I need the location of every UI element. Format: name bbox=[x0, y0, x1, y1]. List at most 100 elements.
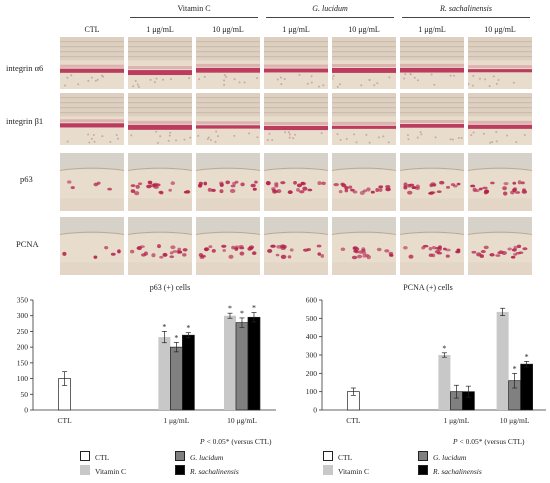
legend-label-ctl: CTL bbox=[95, 453, 110, 462]
significance-note-pcna-text: < 0.05* (versus CTL) bbox=[457, 437, 525, 446]
legend-item-r-sachalinensis: R. sachalinensis bbox=[175, 465, 239, 476]
y-tick-label-pcna-100: 100 bbox=[306, 387, 318, 396]
bar-pcna-vitamin-c-1 bbox=[438, 355, 451, 410]
col-header-rsa-10: 10 μg/mL bbox=[484, 25, 516, 34]
col-header-vitc-10: 10 μg/mL bbox=[212, 25, 244, 34]
y-tick-label-p63-350: 350 bbox=[17, 296, 29, 305]
significance-note-p63-text: < 0.05* (versus CTL) bbox=[204, 437, 272, 446]
y-tick-label-p63-300: 300 bbox=[17, 311, 29, 320]
micrograph-integrin-a6-2 bbox=[196, 37, 260, 89]
significance-star-p63-vitamin-c-2: * bbox=[228, 304, 232, 313]
row-label-integrin-b1: integrin β1 bbox=[6, 116, 44, 126]
micrograph-p63-6 bbox=[468, 153, 532, 211]
y-tick-label-p63-50: 50 bbox=[21, 390, 29, 399]
micrograph-pcna-6 bbox=[468, 217, 532, 275]
legend-item-r-sachalinensis-2: R. sachalinensis bbox=[418, 465, 482, 476]
micrograph-integrin-a6-4 bbox=[332, 37, 396, 89]
group-underline-vitamin-c bbox=[130, 17, 258, 18]
row-label-integrin-a6: integrin α6 bbox=[6, 63, 44, 73]
legend-swatch-ctl bbox=[80, 451, 90, 461]
col-header-rsa-1: 1 μg/mL bbox=[418, 25, 446, 34]
legend-swatch-g-lucidum bbox=[175, 451, 185, 461]
legend-swatch-g-lucidum-2 bbox=[418, 451, 428, 461]
legend-label-vitamin-c: Vitamin C bbox=[95, 467, 127, 476]
legend-label-r-sachalinensis: R. sachalinensis bbox=[190, 467, 239, 476]
x-tick-label-p63-2: 10 μg/mL bbox=[227, 416, 257, 425]
micrograph-p63-1 bbox=[128, 153, 192, 211]
chart-title-pcna: PCNA (+) cells bbox=[403, 283, 453, 292]
micrograph-integrin-b1-6 bbox=[468, 93, 532, 145]
col-header-vitc-1: 1 μg/mL bbox=[146, 25, 174, 34]
bar-p63-g-lucidum-2 bbox=[235, 322, 249, 411]
significance-note-p63: P < 0.05* (versus CTL) bbox=[200, 437, 272, 446]
significance-star-p63-g-lucidum-1: * bbox=[174, 333, 178, 342]
legend-item-ctl: CTL bbox=[80, 451, 109, 462]
significance-note-pcna: P < 0.05* (versus CTL) bbox=[453, 437, 525, 446]
chart-title-p63: p63 (+) cells bbox=[149, 283, 191, 292]
group-header-g-lucidum: G. lucidum bbox=[312, 4, 348, 13]
x-tick-label-pcna-1: 1 μg/mL bbox=[443, 416, 469, 425]
x-tick-label-p63-0: CTL bbox=[58, 416, 73, 425]
col-header-ctl: CTL bbox=[84, 25, 100, 34]
significance-star-p63-g-lucidum-2: * bbox=[240, 309, 244, 318]
micrograph-p63-3 bbox=[264, 153, 328, 211]
significance-star-p63-r-sachalinensis-1: * bbox=[186, 324, 190, 333]
x-tick-label-pcna-0: CTL bbox=[346, 416, 361, 425]
legend-label-r-sachalinensis-2: R. sachalinensis bbox=[433, 467, 482, 476]
micrograph-pcna-1 bbox=[128, 217, 192, 275]
micrograph-integrin-b1-4 bbox=[332, 93, 396, 145]
legend-item-ctl-2: CTL bbox=[323, 451, 352, 462]
y-tick-label-p63-250: 250 bbox=[17, 327, 29, 336]
col-header-glu-1: 1 μg/mL bbox=[282, 25, 310, 34]
x-tick-label-p63-1: 1 μg/mL bbox=[163, 416, 189, 425]
micrograph-integrin-a6-6 bbox=[468, 37, 532, 89]
bar-chart-p63-svg: 0 50 100 150 200 250 300 350 CTL * * * 1 μg/mL * * * 10 … bbox=[17, 296, 276, 425]
y-tick-label-pcna-500: 500 bbox=[306, 314, 318, 323]
bar-p63-vitamin-c-2 bbox=[223, 315, 236, 410]
micrograph-integrin-b1-3 bbox=[264, 93, 328, 145]
legend-swatch-r-sachalinensis bbox=[175, 465, 185, 475]
micrograph-integrin-b1-5 bbox=[400, 93, 464, 145]
y-tick-label-pcna-0: 0 bbox=[313, 406, 317, 415]
significance-star-p63-r-sachalinensis-2: * bbox=[252, 304, 256, 313]
legend-swatch-ctl-2 bbox=[323, 451, 333, 461]
micrograph-p63-4 bbox=[332, 153, 396, 211]
micrograph-pcna-2 bbox=[196, 217, 260, 275]
legend-label-g-lucidum-2: G. lucidum bbox=[433, 453, 467, 462]
group-header-vitamin-c: Vitamin C bbox=[177, 4, 211, 13]
x-tick-label-pcna-2: 10 μg/mL bbox=[500, 416, 530, 425]
micrograph-integrin-a6-0 bbox=[60, 37, 124, 89]
bar-chart-pcna-svg: 0 100 200 300 400 500 600 CTL * 1 μg/mL * * 10 μg/mL bbox=[306, 296, 546, 425]
legend-item-vitamin-c: Vitamin C bbox=[80, 465, 126, 476]
y-tick-label-p63-100: 100 bbox=[17, 374, 29, 383]
legend-item-vitamin-c-2: Vitamin C bbox=[323, 465, 369, 476]
micrograph-p63-2 bbox=[196, 153, 260, 211]
micrograph-pcna-4 bbox=[332, 217, 396, 275]
bar-chart-pcna: 0 100 200 300 400 500 600 CTL * 1 μg/mL * * 10 μg/mL bbox=[280, 292, 550, 437]
micrograph-pcna-3 bbox=[264, 217, 328, 275]
col-header-glu-10: 10 μg/mL bbox=[348, 25, 380, 34]
micrograph-p63-0 bbox=[60, 153, 124, 211]
legend-label-ctl-2: CTL bbox=[338, 453, 353, 462]
group-underline-r-sachalinensis bbox=[402, 17, 530, 18]
row-label-p63: p63 bbox=[20, 174, 33, 184]
micrograph-pcna-5 bbox=[400, 217, 464, 275]
legend-label-vitamin-c-2: Vitamin C bbox=[338, 467, 370, 476]
group-header-r-sachalinensis: R. sachalinensis bbox=[440, 4, 492, 13]
legend-item-g-lucidum: G. lucidum bbox=[175, 451, 223, 462]
micrograph-integrin-a6-3 bbox=[264, 37, 328, 89]
bar-p63-g-lucidum-1 bbox=[170, 346, 183, 411]
micrograph-p63-5 bbox=[400, 153, 464, 211]
y-tick-label-p63-0: 0 bbox=[24, 406, 28, 415]
micrograph-integrin-b1-1 bbox=[128, 93, 192, 145]
significance-star-pcna-vitamin-c-1: * bbox=[442, 344, 446, 353]
significance-star-pcna-r-sachalinensis-2: * bbox=[525, 352, 529, 361]
bar-pcna-vitamin-c-2 bbox=[496, 311, 509, 410]
micrograph-integrin-b1-2 bbox=[196, 93, 260, 145]
legend-swatch-vitamin-c bbox=[80, 465, 90, 475]
y-tick-label-pcna-200: 200 bbox=[306, 369, 318, 378]
legend-p63: CTL G. lucidum Vitamin C R. sachalinensi… bbox=[80, 451, 280, 481]
bar-p63-r-sachalinensis-2 bbox=[247, 316, 261, 411]
legend-item-g-lucidum-2: G. lucidum bbox=[418, 451, 466, 462]
legend-pcna: CTL G. lucidum Vitamin C R. sachalinensi… bbox=[323, 451, 523, 481]
